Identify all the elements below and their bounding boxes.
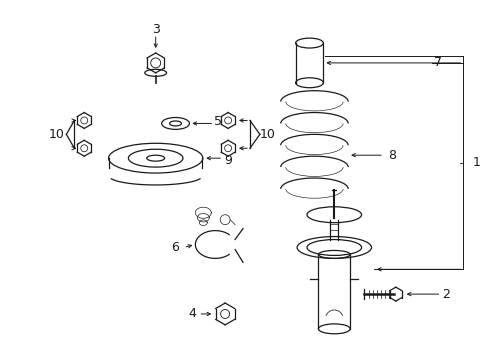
Text: 6: 6 xyxy=(171,241,179,254)
Text: 4: 4 xyxy=(188,307,196,320)
Text: 2: 2 xyxy=(442,288,449,301)
Text: 9: 9 xyxy=(224,154,232,167)
Text: 10: 10 xyxy=(48,128,64,141)
Text: 7: 7 xyxy=(434,57,442,69)
Text: 3: 3 xyxy=(151,23,159,36)
Text: 10: 10 xyxy=(259,128,275,141)
Text: 1: 1 xyxy=(471,156,479,169)
Text: 5: 5 xyxy=(214,115,222,128)
Text: 8: 8 xyxy=(387,149,395,162)
